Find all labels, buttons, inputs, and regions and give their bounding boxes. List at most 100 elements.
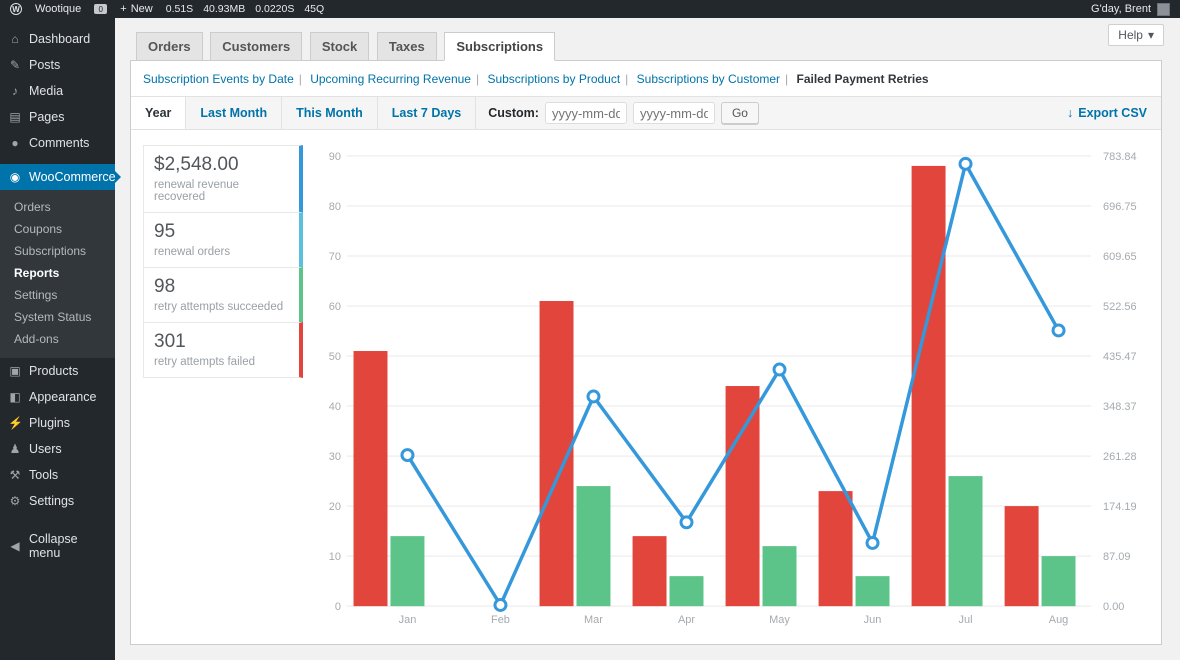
point-renewal-revenue-recovered[interactable] [586,389,601,404]
sidebar-label: Tools [29,468,59,482]
tab-taxes[interactable]: Taxes [376,32,437,61]
bar-retry-attempts-succeeded[interactable] [1041,556,1076,607]
sidebar-label: Plugins [29,416,70,430]
sidebar-item-comments[interactable]: ● Comments [0,130,115,156]
subnav-failed-payment-retries: Failed Payment Retries [796,72,929,86]
x-axis-label: May [769,614,790,626]
right-axis-tick-label: 261.28 [1103,451,1137,463]
range-tab-this-month[interactable]: This Month [282,97,378,129]
sidebar-item-reports[interactable]: Reports [14,266,60,280]
tab-subscriptions[interactable]: Subscriptions [444,32,556,61]
legend-renewal-revenue-recovered[interactable]: $2,548.00 renewal revenue recovered [143,145,303,213]
settings-gear-icon: ⚙ [9,494,21,508]
bar-retry-attempts-succeeded[interactable] [576,486,611,607]
sidebar-item-products[interactable]: ▣ Products [0,358,115,384]
bar-retry-attempts-failed[interactable] [353,351,388,607]
sidebar-label: Appearance [29,390,97,404]
bar-retry-attempts-failed[interactable] [1004,506,1039,607]
collapse-arrow-icon: ◀ [10,539,20,553]
x-axis-label: Apr [678,614,695,626]
point-renewal-revenue-recovered[interactable] [958,156,973,171]
sidebar-item-pages[interactable]: ▤ Pages [0,104,115,130]
bar-retry-attempts-succeeded[interactable] [762,546,797,607]
tab-customers[interactable]: Customers [210,32,303,61]
legend-renewal-orders[interactable]: 95 renewal orders [143,212,303,268]
stat-value: 301 [154,331,186,352]
tab-stock[interactable]: Stock [309,32,370,61]
sidebar-item-system-status[interactable]: System Status [14,310,92,324]
site-name-link[interactable]: Wootique [35,3,82,15]
point-renewal-revenue-recovered[interactable] [865,536,880,550]
range-tab-last-month[interactable]: Last Month [186,97,283,129]
menu-separator [0,156,115,164]
legend-retry-attempts-succeeded[interactable]: 98 retry attempts succeeded [143,267,303,323]
left-axis-tick-label: 20 [329,501,341,513]
bar-retry-attempts-succeeded[interactable] [390,536,425,607]
subnav-upcoming-recurring-revenue[interactable]: Upcoming Recurring Revenue [310,72,471,86]
new-content-link[interactable]: + New [120,3,152,15]
chart-canvas: 0 0.00 10 87.09 20 174.19 30 261.28 40 348.37 50 43… [329,151,1137,626]
sidebar-item-add-ons[interactable]: Add-ons [14,332,59,346]
custom-end-date-input[interactable] [632,102,715,124]
sidebar-item-posts[interactable]: ✎ Posts [0,52,115,78]
point-renewal-revenue-recovered[interactable] [493,598,508,612]
subnav-subscriptions-by-customer[interactable]: Subscriptions by Customer [636,72,781,86]
tab-orders[interactable]: Orders [136,32,203,61]
stat-label: retry attempts failed [154,356,255,368]
left-axis-tick-label: 90 [329,151,341,163]
subnav-separator: | [785,72,789,86]
sidebar-item-tools[interactable]: ⚒ Tools [0,462,115,488]
left-axis-tick-label: 80 [329,201,341,213]
point-renewal-revenue-recovered[interactable] [772,362,787,377]
bar-retry-attempts-succeeded[interactable] [669,576,704,607]
sidebar-item-users[interactable]: ♟ Users [0,436,115,462]
account-menu[interactable]: G'day, Brent [1091,3,1151,15]
point-renewal-revenue-recovered[interactable] [679,515,694,530]
range-tab-year[interactable]: Year [131,97,187,129]
point-renewal-revenue-recovered[interactable] [400,448,415,463]
range-tab-last-7-days[interactable]: Last 7 Days [378,97,477,129]
admin-bar: W Wootique 0 + New 0.51S 40.93MB 0.0220S… [0,0,1180,18]
help-button[interactable]: Help ▾ [1108,24,1164,46]
go-button[interactable]: Go [720,102,759,124]
sidebar-item-coupons[interactable]: Coupons [14,222,63,236]
subnav-subscription-events-by-date[interactable]: Subscription Events by Date [143,72,294,86]
sidebar-item-subscriptions[interactable]: Subscriptions [14,244,87,258]
sidebar-label: Comments [29,136,90,150]
wordpress-menu[interactable]: W [10,3,22,15]
sidebar-item-appearance[interactable]: ◧ Appearance [0,384,115,410]
avatar[interactable] [1157,2,1170,16]
comments-admin-link[interactable]: 0 [94,4,108,14]
subnav-separator: | [475,72,480,86]
bar-retry-attempts-failed[interactable] [725,386,760,607]
sidebar-item-media[interactable]: ♪ Media [0,78,115,104]
collapse-menu-button[interactable]: ◀ Collapse menu [0,526,115,566]
x-axis-label: Jul [959,614,973,626]
custom-start-date-input[interactable] [544,102,627,124]
bar-retry-attempts-failed[interactable] [818,491,853,607]
sidebar-item-wc-settings[interactable]: Settings [14,288,58,302]
sidebar-item-orders[interactable]: Orders [14,200,51,214]
stat-value: 98 [154,276,176,297]
sidebar-label: WooCommerce [29,170,116,184]
sidebar-item-settings[interactable]: ⚙ Settings [0,488,115,514]
media-icon: ♪ [12,84,18,98]
comment-bubble-icon: 0 [94,4,108,14]
x-axis-label: Jan [399,614,417,626]
right-axis-tick-label: 348.37 [1103,401,1137,413]
sidebar-item-dashboard[interactable]: ⌂ Dashboard [0,26,115,52]
new-label: New [130,3,153,15]
right-axis-tick-label: 609.65 [1103,251,1137,263]
sidebar-item-plugins[interactable]: ⚡ Plugins [0,410,115,436]
x-axis-label: Aug [1049,614,1069,626]
legend-retry-attempts-failed[interactable]: 301 retry attempts failed [143,322,303,378]
bar-retry-attempts-failed[interactable] [911,165,946,607]
bar-retry-attempts-succeeded[interactable] [855,576,890,607]
export-csv-link[interactable]: ↓ Export CSV [1053,97,1161,129]
subnav-subscriptions-by-product[interactable]: Subscriptions by Product [487,72,621,86]
sidebar-item-woocommerce[interactable]: ◉ WooCommerce [0,164,121,190]
point-renewal-revenue-recovered[interactable] [1051,323,1066,338]
query-monitor-stats[interactable]: 0.51S 40.93MB 0.0220S 45Q [166,3,324,15]
bar-retry-attempts-succeeded[interactable] [948,476,983,607]
bar-retry-attempts-failed[interactable] [632,536,667,607]
